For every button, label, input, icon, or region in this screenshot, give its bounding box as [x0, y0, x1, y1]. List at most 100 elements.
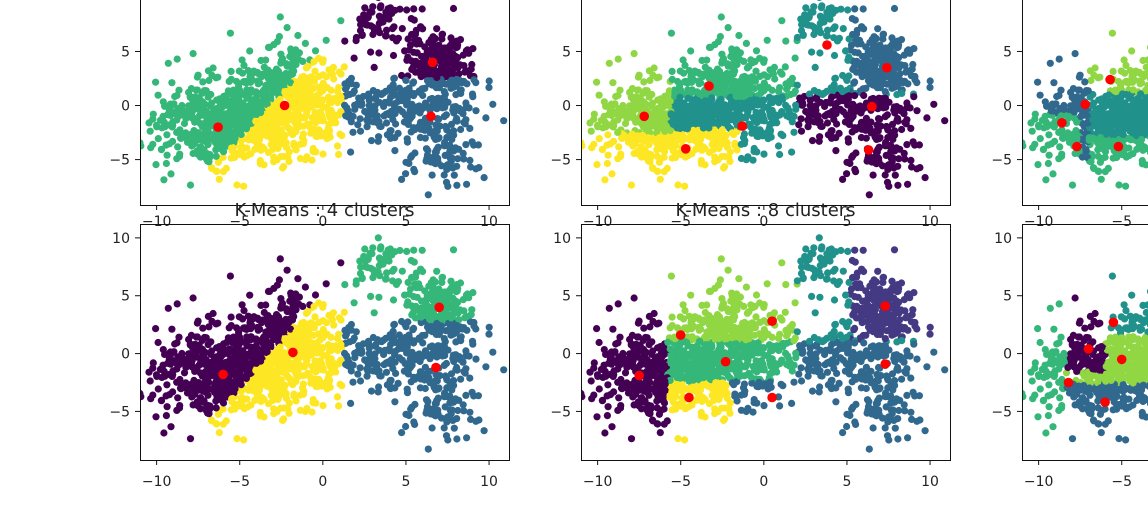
data-point — [1134, 117, 1142, 125]
data-point — [201, 100, 209, 108]
data-point — [434, 143, 442, 151]
data-point — [157, 146, 165, 154]
data-point — [1096, 96, 1105, 105]
data-point — [807, 8, 815, 16]
data-point — [163, 131, 171, 139]
data-point — [667, 29, 676, 37]
data-point — [1073, 118, 1081, 126]
data-point — [431, 160, 440, 168]
data-point — [375, 49, 383, 57]
cluster-center — [822, 40, 832, 50]
data-point — [350, 54, 358, 62]
data-point — [416, 40, 424, 48]
data-point — [447, 158, 455, 166]
data-point — [902, 68, 910, 76]
data-point — [791, 54, 799, 62]
data-point — [403, 6, 411, 14]
data-point — [1034, 161, 1042, 169]
data-point — [454, 155, 462, 163]
data-point — [814, 112, 822, 120]
data-point — [604, 151, 612, 159]
data-point — [797, 27, 806, 35]
y-tick-label: 0 — [1003, 99, 1012, 115]
data-point — [375, 19, 383, 27]
data-point — [808, 109, 816, 117]
data-point — [306, 123, 314, 131]
data-point — [309, 147, 317, 155]
data-point — [225, 97, 233, 105]
data-point — [805, 90, 814, 98]
data-point — [679, 56, 687, 64]
data-point — [724, 24, 732, 32]
data-point — [1142, 144, 1148, 153]
data-point — [742, 39, 751, 48]
data-point — [869, 51, 877, 60]
data-point — [760, 71, 768, 79]
data-point — [416, 133, 424, 142]
data-point — [444, 98, 452, 106]
data-point — [668, 154, 676, 162]
data-point — [852, 37, 860, 45]
data-point — [1104, 164, 1112, 172]
data-point — [799, 101, 807, 109]
cluster-center — [427, 57, 438, 68]
x-tick-label: 0 — [318, 214, 327, 230]
data-point — [273, 135, 281, 143]
data-point — [816, 12, 825, 20]
data-point — [392, 37, 401, 45]
data-point — [849, 30, 857, 39]
data-point — [1044, 159, 1052, 168]
data-point — [376, 29, 384, 37]
data-point — [242, 78, 250, 86]
data-point — [1115, 77, 1123, 86]
data-point — [1102, 127, 1110, 135]
data-point — [1115, 113, 1123, 121]
data-point — [301, 39, 309, 48]
data-point — [827, 127, 835, 135]
data-point — [214, 96, 223, 105]
data-point — [916, 164, 924, 172]
data-point — [674, 77, 682, 86]
data-point — [607, 104, 615, 112]
data-point — [696, 90, 704, 98]
data-point — [838, 88, 847, 96]
data-point — [448, 67, 456, 75]
data-point — [850, 79, 858, 87]
data-point — [276, 13, 284, 21]
data-point — [423, 47, 431, 56]
data-point — [881, 88, 889, 96]
data-point — [205, 158, 213, 166]
data-point — [255, 70, 263, 78]
data-point — [189, 50, 197, 58]
data-point — [296, 154, 304, 163]
data-point — [416, 118, 425, 126]
data-point — [1068, 93, 1076, 101]
data-point — [1126, 67, 1134, 75]
data-point — [601, 176, 609, 184]
data-point — [760, 117, 768, 125]
data-point — [864, 47, 872, 56]
data-point — [466, 124, 474, 132]
data-point — [790, 89, 798, 97]
data-point — [890, 103, 899, 111]
data-point — [823, 32, 831, 40]
data-point — [843, 170, 851, 178]
data-point — [164, 59, 172, 67]
data-point — [204, 67, 212, 75]
data-point — [340, 63, 348, 71]
data-point — [1108, 111, 1116, 119]
data-point — [566, 143, 573, 150]
data-point — [721, 163, 729, 171]
data-point — [1121, 69, 1129, 77]
data-point — [294, 31, 302, 40]
data-point — [1057, 152, 1066, 160]
data-point — [389, 51, 398, 60]
data-point — [642, 100, 650, 108]
data-point — [154, 385, 162, 393]
data-point — [189, 133, 197, 141]
data-point — [1041, 98, 1049, 106]
data-point — [1119, 99, 1127, 107]
data-point — [258, 124, 266, 132]
data-point — [164, 304, 172, 312]
data-point — [449, 103, 457, 111]
